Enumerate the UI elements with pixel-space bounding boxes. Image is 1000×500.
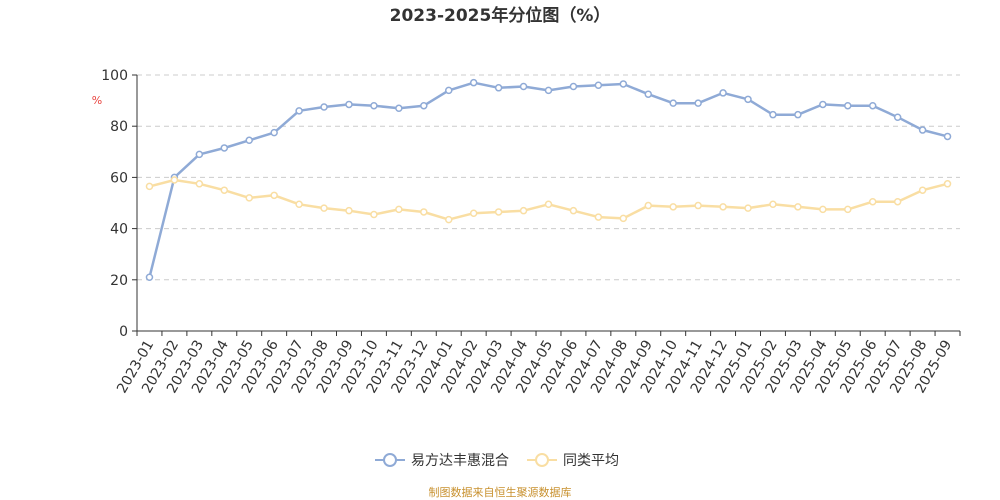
legend-marker-icon: [383, 453, 397, 467]
data-point: [220, 186, 229, 194]
data-point: [744, 204, 752, 212]
x-axis-ticks: 2023-012023-022023-032023-042023-052023-…: [114, 331, 961, 396]
data-point: [420, 101, 428, 110]
data-point: [245, 194, 253, 202]
data-point: [719, 89, 727, 97]
data-point: [868, 197, 877, 206]
data-point: [345, 100, 353, 109]
data-point: [220, 144, 229, 152]
data-point: [819, 205, 827, 214]
legend[interactable]: 易方达丰惠混合 同类平均: [375, 453, 619, 469]
legend-label: 同类平均: [563, 453, 619, 469]
y-tick-label: 80: [110, 119, 128, 135]
data-point: [444, 86, 453, 95]
y-tick-label: 20: [110, 273, 128, 289]
data-point: [644, 90, 653, 98]
data-point: [320, 204, 328, 212]
data-point: [345, 206, 353, 215]
data-point: [195, 180, 204, 188]
legend-item-2[interactable]: 同类平均: [527, 453, 619, 469]
data-point: [145, 273, 154, 281]
data-point: [918, 186, 927, 194]
series-2: [145, 176, 952, 224]
legend-label: 易方达丰惠混合: [411, 453, 509, 469]
data-point: [893, 113, 902, 121]
data-point: [544, 86, 553, 95]
data-point: [320, 103, 328, 111]
data-point: [669, 203, 677, 211]
y-axis-ticks: 0 20 40 60 80 100: [101, 68, 137, 340]
data-point: [794, 203, 802, 211]
data-point: [569, 82, 578, 91]
data-point: [819, 100, 827, 109]
data-point: [195, 150, 204, 159]
legend-marker-icon: [535, 453, 549, 467]
y-tick-label: 60: [110, 170, 128, 186]
data-point: [519, 82, 528, 91]
data-point: [494, 208, 503, 216]
data-point: [519, 206, 528, 215]
data-point: [694, 201, 702, 210]
data-point: [494, 84, 503, 92]
grid-lines: [137, 74, 960, 281]
data-point: [744, 95, 752, 104]
y-tick-label: 40: [110, 222, 128, 238]
data-point: [170, 176, 179, 184]
data-point: [270, 191, 278, 200]
data-point: [943, 180, 952, 188]
series-layer: [145, 78, 952, 281]
y-tick-label: 0: [119, 324, 128, 340]
series-line: [148, 81, 948, 278]
series-line: [149, 178, 948, 221]
data-point: [594, 213, 603, 221]
data-point: [370, 101, 378, 110]
data-point: [943, 132, 952, 141]
data-point: [295, 107, 303, 115]
data-point: [893, 197, 902, 206]
chart-title: 2023-2025年分位图（%）: [390, 5, 611, 26]
data-point: [245, 136, 253, 145]
data-point: [769, 110, 777, 119]
data-point: [544, 200, 553, 209]
legend-item-1[interactable]: 易方达丰惠混合: [375, 453, 509, 469]
y-tick-label: 100: [101, 68, 128, 84]
data-point: [844, 101, 852, 110]
data-point: [444, 215, 453, 224]
data-point: [844, 205, 852, 214]
data-point: [719, 203, 727, 211]
data-point: [270, 128, 278, 137]
data-point: [694, 99, 702, 107]
data-point: [769, 200, 777, 209]
data-point: [868, 101, 877, 110]
data-point: [469, 209, 478, 217]
data-point: [145, 182, 154, 191]
data-point: [619, 214, 628, 223]
data-point: [420, 208, 428, 216]
series-1: [145, 78, 952, 281]
axes: [136, 75, 960, 332]
y-axis-unit: %: [92, 94, 102, 107]
data-point: [794, 110, 802, 119]
data-point: [594, 81, 603, 89]
data-point: [569, 206, 578, 215]
data-point: [469, 78, 478, 87]
data-point: [918, 126, 927, 134]
data-point: [395, 104, 403, 113]
data-point: [619, 80, 628, 88]
data-point: [295, 200, 303, 209]
data-point: [395, 205, 403, 214]
data-point: [669, 99, 677, 107]
data-point: [370, 210, 378, 219]
source-note: 制图数据来自恒生聚源数据库: [429, 485, 572, 499]
data-point: [644, 201, 653, 210]
